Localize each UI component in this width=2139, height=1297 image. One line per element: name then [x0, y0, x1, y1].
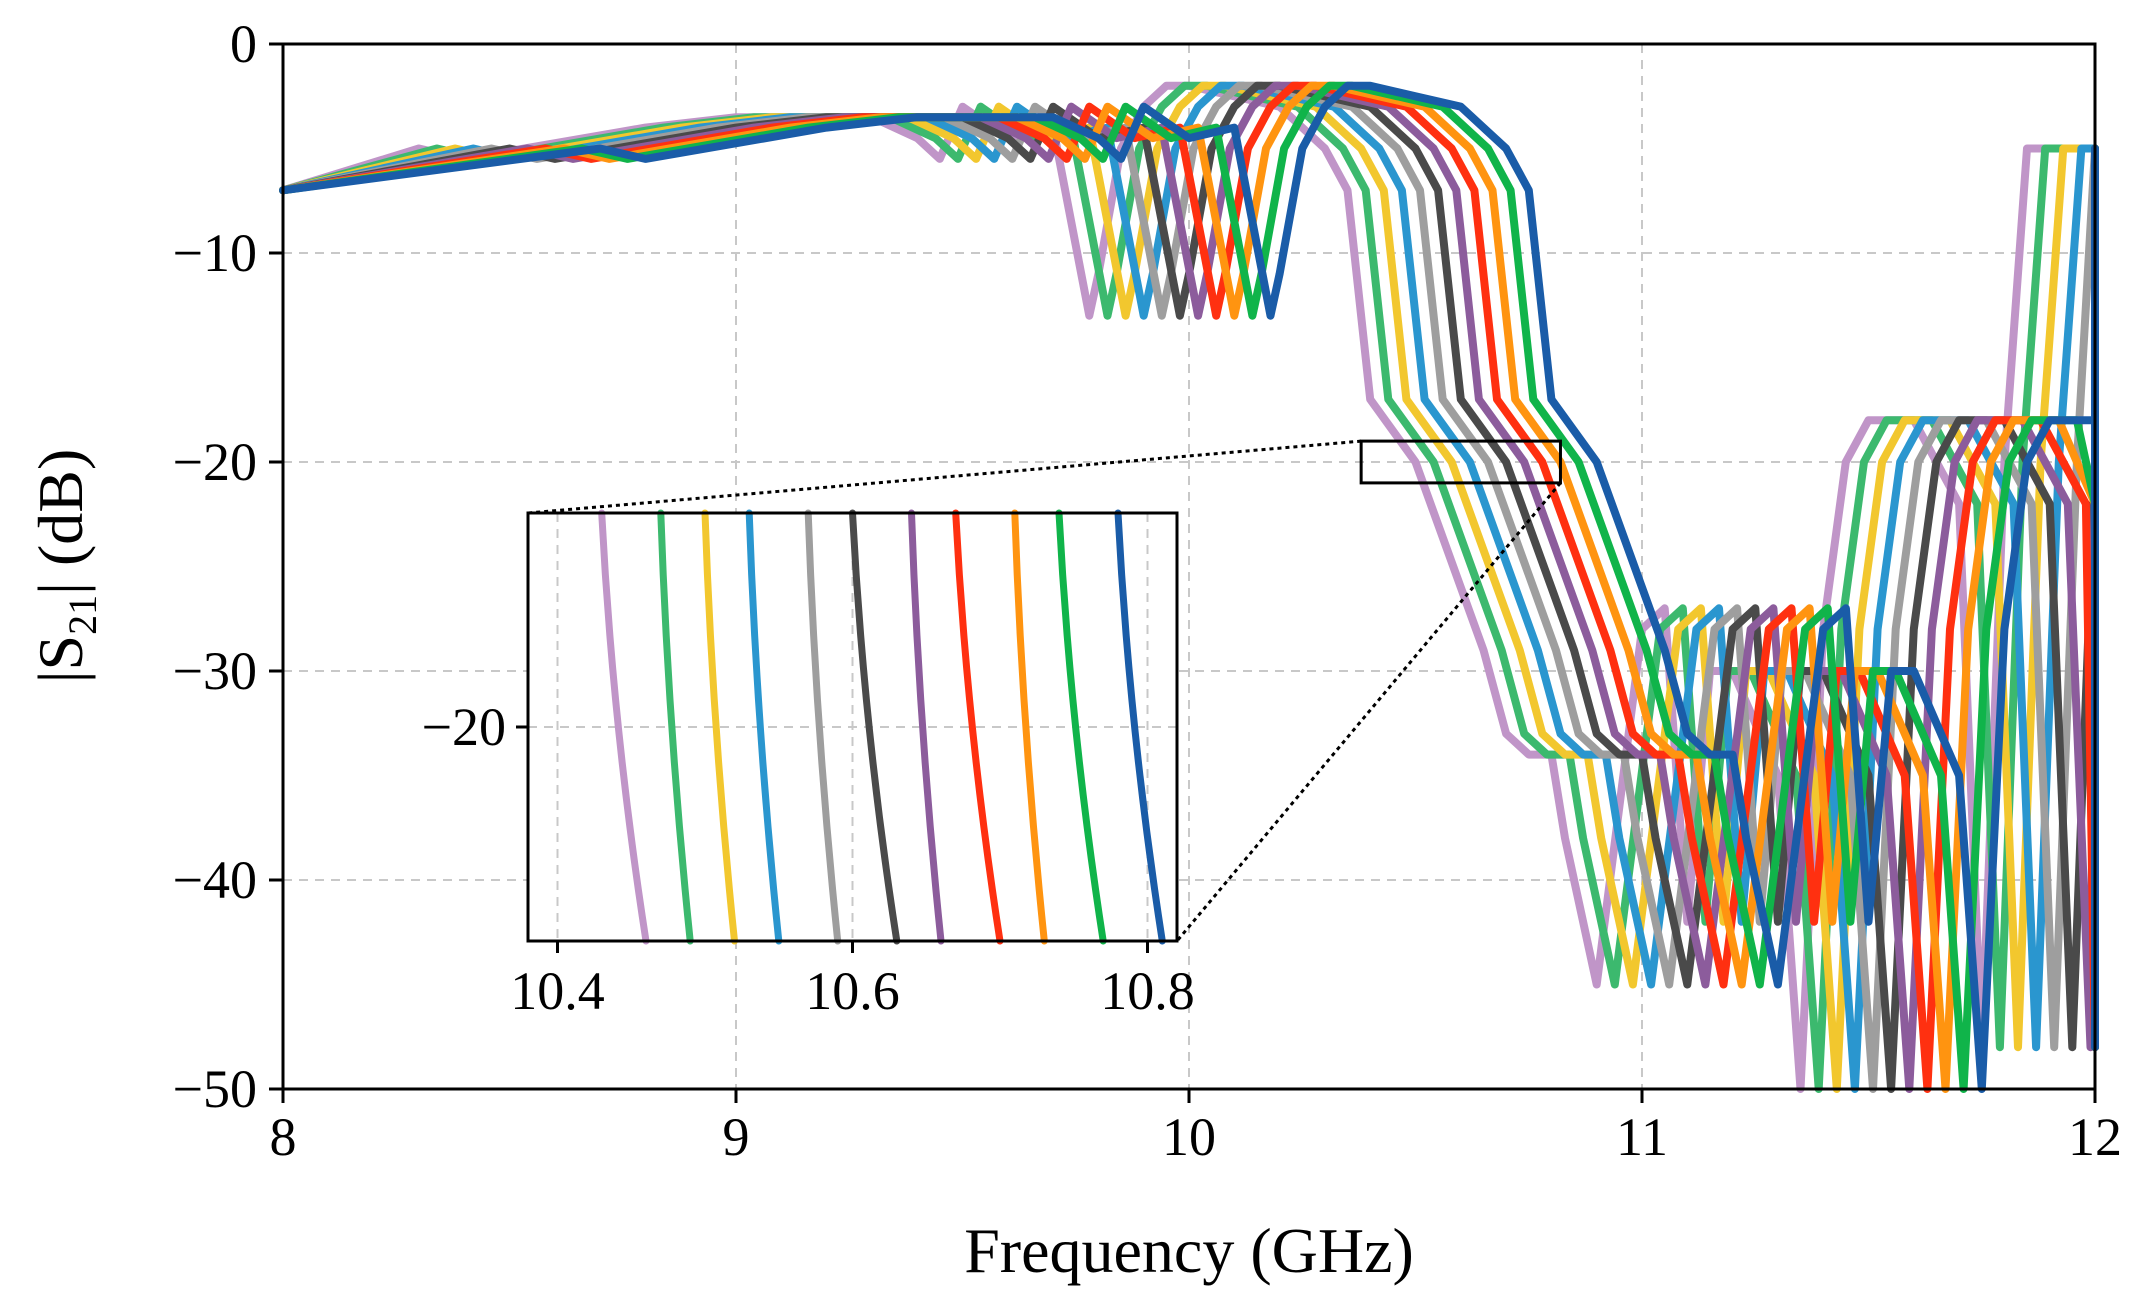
- y-axis-label-sub: 21: [60, 595, 105, 635]
- zoom-connector-top: [527, 439, 1362, 515]
- x-tick-label: 11: [1616, 1107, 1668, 1167]
- inset-series-line: [1011, 509, 1048, 945]
- inset-series-line: [701, 509, 738, 945]
- y-tick-label: −50: [173, 1059, 257, 1119]
- inset-series-line: [745, 509, 783, 945]
- x-tick-label: 8: [270, 1107, 297, 1167]
- x-axis-label: Frequency (GHz): [964, 1215, 1414, 1286]
- y-tick-label: −10: [173, 223, 257, 283]
- inset-grid: [528, 513, 1177, 941]
- inset-series-line: [952, 509, 1004, 945]
- zoom-region-box: [1359, 439, 1562, 485]
- inset-x-tick-label: 10.8: [1100, 961, 1195, 1021]
- x-tick-label: 12: [2068, 1107, 2122, 1167]
- series-line: [279, 81, 2099, 1093]
- inset-series-line: [1055, 509, 1107, 945]
- svg-text:|S21| (dB): |S21| (dB): [25, 449, 105, 684]
- inset-series-line: [657, 509, 694, 945]
- y-tick-label: −40: [173, 850, 257, 910]
- inset-series-line: [1114, 509, 1166, 945]
- inset-series-line: [849, 509, 901, 945]
- zoom-connector-bottom: [1175, 481, 1562, 942]
- y-tick-label: −20: [173, 432, 257, 492]
- inset-ticks: 10.4 10.6 10.8 −20: [422, 697, 1195, 1021]
- main-ticks: 8 9 10 11 12 0 −10 −20 −30 −40 −50: [173, 14, 2122, 1167]
- main-series: [279, 81, 2099, 1093]
- inset-series-line: [908, 509, 945, 945]
- series-line: [279, 81, 2099, 1093]
- inset-series: [598, 509, 1166, 945]
- inset-x-tick-label: 10.6: [805, 961, 900, 1021]
- y-tick-label: −30: [173, 641, 257, 701]
- x-tick-label: 9: [723, 1107, 750, 1167]
- y-axis-label-rest: | (dB): [25, 449, 96, 595]
- x-tick-label: 10: [1162, 1107, 1216, 1167]
- y-axis-label: |S21| (dB): [25, 449, 105, 684]
- inset-series-line: [598, 509, 650, 945]
- inset-series-line: [804, 509, 842, 945]
- inset-x-tick-label: 10.4: [510, 961, 605, 1021]
- inset-y-tick-label: −20: [422, 697, 506, 757]
- y-axis-label-main: |S: [25, 635, 96, 683]
- y-tick-label: 0: [230, 14, 257, 74]
